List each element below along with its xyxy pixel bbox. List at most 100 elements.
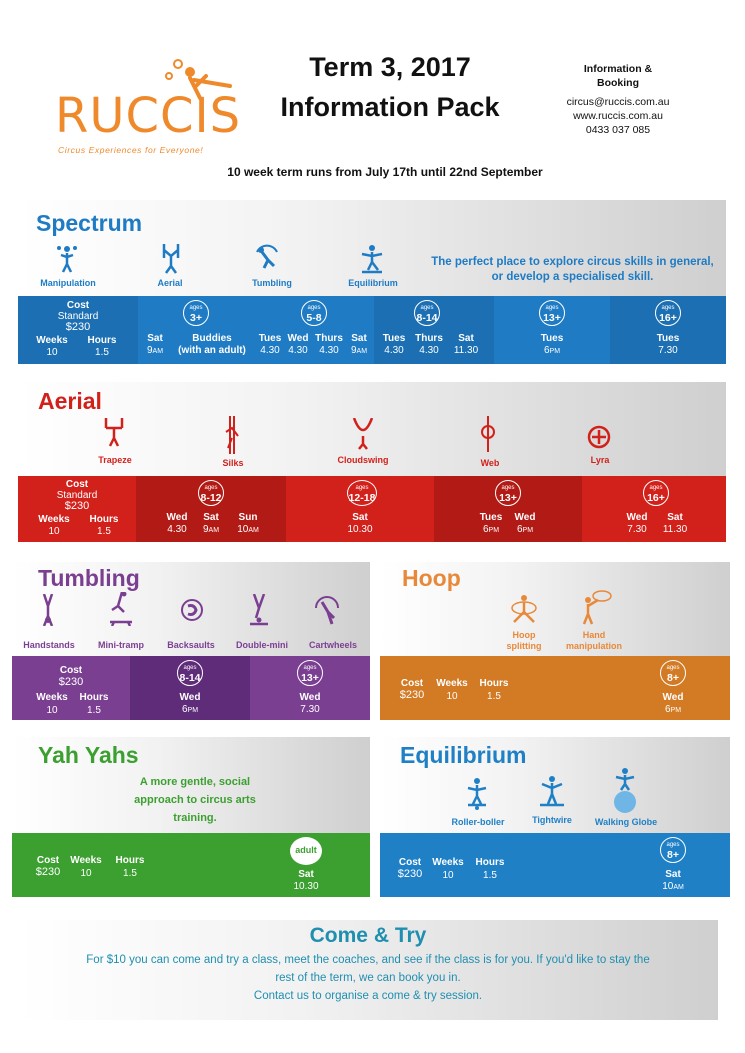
email-link[interactable]: circus@ruccis.com.au bbox=[566, 96, 670, 108]
age-badge: ages 12-18 bbox=[347, 480, 377, 506]
come-and-try-title: Come & Try bbox=[309, 924, 427, 947]
hours-value: 1.5 bbox=[97, 526, 111, 537]
weeks-label: Weeks bbox=[36, 335, 68, 346]
time-value: 11.30 bbox=[453, 345, 479, 356]
aerial-schedule-band: Cost Standard $230 Weeks 10 Hours 1.5 ag… bbox=[18, 476, 726, 542]
day-label: Sat bbox=[298, 869, 314, 880]
backsaults-icon bbox=[181, 599, 203, 621]
time-value: 10.30 bbox=[293, 881, 319, 892]
activity-backsaults: Backsaults bbox=[167, 640, 215, 650]
weeks-label: Weeks bbox=[432, 857, 464, 868]
day-label: Tues bbox=[479, 512, 503, 523]
day-label: Sat bbox=[203, 512, 219, 523]
hours-label: Hours bbox=[115, 855, 145, 866]
age-badge: ages 13+ bbox=[297, 660, 323, 686]
time-value: 9AM bbox=[350, 345, 368, 356]
time-value: 6PM bbox=[181, 704, 199, 715]
day-label: Sat bbox=[147, 333, 163, 344]
hoop-age-badge: ages 8+ bbox=[660, 660, 686, 686]
spectrum-schedule-band: Cost Standard $230 Weeks 10 Hours 1.5 ag… bbox=[18, 296, 726, 364]
aerial-title: Aerial bbox=[38, 388, 102, 414]
aerial-age-group-8-12: ages 8-12 Wed 4.30 Sat 9AM Sun 10AM bbox=[136, 476, 286, 542]
aerial-age-group-12-18: ages 12-18 Sat 10.30 bbox=[286, 476, 434, 542]
yahyahs-tagline-3: training. bbox=[173, 812, 217, 824]
yahyahs-tagline-1: A more gentle, social bbox=[139, 776, 251, 788]
handstands-icon bbox=[42, 594, 54, 626]
time-value: 4.30 bbox=[419, 345, 439, 356]
cost-price: $230 bbox=[399, 689, 425, 701]
acrobat-logo-icon bbox=[165, 59, 232, 100]
page-title-line1: Term 3, 2017 bbox=[309, 52, 471, 82]
time-value: 4.30 bbox=[384, 345, 404, 356]
yahyahs-age-badge: adult bbox=[290, 837, 322, 865]
tumbling-section-header bbox=[12, 562, 370, 656]
tumbling-age-group-8-14: ages 8-14 Wed 6PM bbox=[130, 656, 250, 720]
time-value: 11.30 bbox=[662, 524, 688, 535]
tumbling-schedule-band: Cost $230 Weeks 10 Hours 1.5 ages 8-14 We… bbox=[12, 656, 370, 720]
cost-label: Cost bbox=[400, 678, 424, 689]
tumbling-age-group-13plus: ages 13+ Wed 7.30 bbox=[250, 656, 370, 720]
day-label: Sat bbox=[665, 869, 681, 880]
website-link[interactable]: www.ruccis.com.au bbox=[573, 110, 663, 122]
hoop-schedule-band: Cost $230 Weeks 10 Hours 1.5 ages 8+ Wed … bbox=[380, 656, 730, 720]
activity-hand-manipulation-2: manipulation bbox=[566, 641, 622, 651]
cost-label: Cost bbox=[66, 300, 90, 311]
time-value: 6PM bbox=[664, 704, 682, 715]
info-heading-1: Information & bbox=[583, 63, 653, 75]
day-label: Tues bbox=[258, 333, 282, 344]
standard-label: Standard bbox=[56, 490, 98, 501]
term-dates: 10 week term runs from July 17th until 2… bbox=[227, 165, 543, 179]
hours-value: 1.5 bbox=[87, 705, 101, 716]
activity-aerial: Aerial bbox=[157, 278, 183, 288]
roller-boller-icon bbox=[467, 778, 487, 810]
time-value: 7.30 bbox=[658, 345, 678, 356]
yahyahs-tagline-2: approach to circus arts bbox=[134, 794, 256, 806]
time-value: 6PM bbox=[516, 524, 534, 535]
cost-price: $230 bbox=[397, 868, 423, 880]
age-badge: ages 13+ bbox=[539, 300, 565, 326]
walking-globe-icon bbox=[614, 768, 636, 813]
weeks-label: Weeks bbox=[36, 692, 68, 703]
hours-value: 1.5 bbox=[487, 691, 501, 702]
time-value: 4.30 bbox=[319, 345, 339, 356]
activity-cloudswing: Cloudswing bbox=[337, 455, 389, 465]
page-title-line2: Information Pack bbox=[280, 92, 500, 122]
weeks-value: 10 bbox=[442, 870, 454, 881]
spectrum-age-group-16plus: ages 16+ Tues 7.30 bbox=[610, 296, 726, 364]
cost-label: Cost bbox=[36, 855, 60, 866]
silks-icon bbox=[225, 416, 239, 454]
spectrum-tagline-1: The perfect place to explore circus skil… bbox=[431, 256, 714, 268]
day-label: Tues bbox=[656, 333, 680, 344]
activity-hand-manipulation-1: Hand bbox=[582, 630, 606, 640]
activity-web: Web bbox=[480, 458, 500, 468]
cost-price: $230 bbox=[65, 321, 91, 333]
web-icon bbox=[481, 416, 495, 452]
age-badge: ages 8-14 bbox=[177, 660, 203, 686]
yahyahs-schedule-band: Cost $230 Weeks 10 Hours 1.5 adult Sat 1… bbox=[12, 833, 370, 897]
spectrum-cost-cell: Cost Standard $230 Weeks 10 Hours 1.5 bbox=[18, 296, 138, 364]
cost-label: Cost bbox=[65, 479, 89, 490]
time-value: 10AM bbox=[662, 881, 684, 892]
spectrum-age-group-8-14: ages 8-14 Tues 4.30 Thurs 4.30 Sat 11.30 bbox=[374, 296, 494, 364]
spectrum-tagline-2: or develop a specialised skill. bbox=[491, 271, 654, 283]
hours-label: Hours bbox=[87, 335, 117, 346]
hours-value: 1.5 bbox=[95, 347, 109, 358]
tumbling-icon bbox=[256, 244, 278, 269]
phone-number[interactable]: 0433 037 085 bbox=[585, 124, 651, 136]
equilibrium-section-header bbox=[380, 737, 730, 833]
logo-tagline: Circus Experiences for Everyone! bbox=[58, 145, 204, 155]
day-label: Wed bbox=[179, 692, 201, 703]
tightwire-icon bbox=[540, 776, 564, 807]
day-label: Wed bbox=[299, 692, 321, 703]
day-label: Wed bbox=[514, 512, 536, 523]
time-value: 6PM bbox=[543, 345, 561, 356]
activity-tumbling: Tumbling bbox=[252, 278, 292, 288]
day-label: Wed bbox=[166, 512, 188, 523]
time-value: 10AM bbox=[237, 524, 259, 535]
weeks-label: Weeks bbox=[38, 514, 70, 525]
day-label: Sat bbox=[458, 333, 474, 344]
age-badge: ages 5-8 bbox=[301, 300, 327, 326]
aerial-section-header bbox=[18, 382, 726, 476]
cost-price: $230 bbox=[64, 500, 90, 512]
day-label: Thurs bbox=[415, 333, 443, 344]
